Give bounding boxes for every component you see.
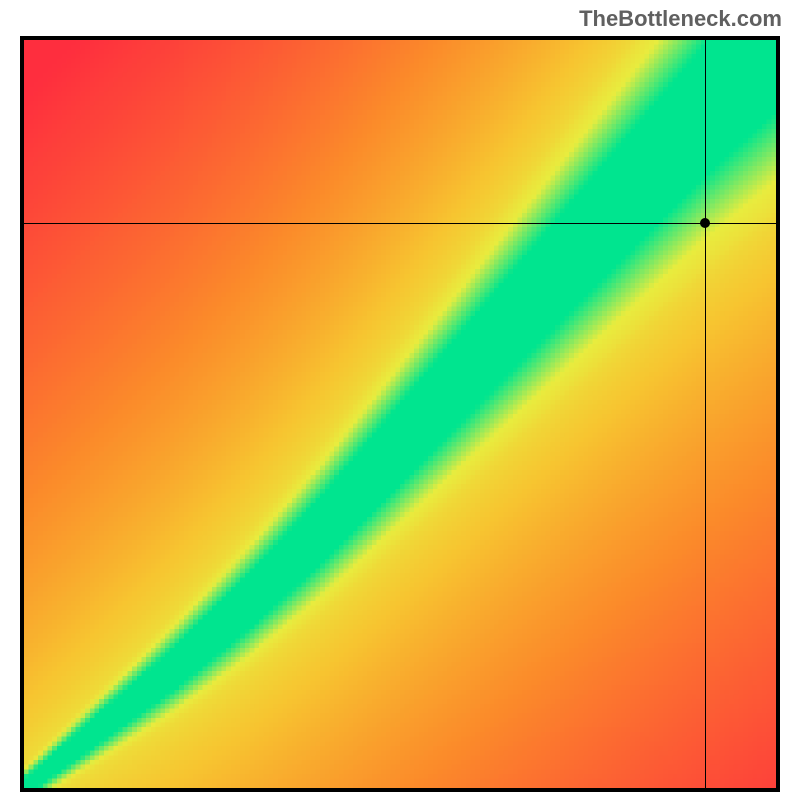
watermark-text: TheBottleneck.com — [579, 6, 782, 32]
bottleneck-heatmap — [24, 40, 776, 788]
crosshair-marker — [700, 218, 710, 228]
crosshair-horizontal — [24, 223, 776, 224]
crosshair-vertical — [705, 40, 706, 788]
chart-container: TheBottleneck.com — [0, 0, 800, 800]
